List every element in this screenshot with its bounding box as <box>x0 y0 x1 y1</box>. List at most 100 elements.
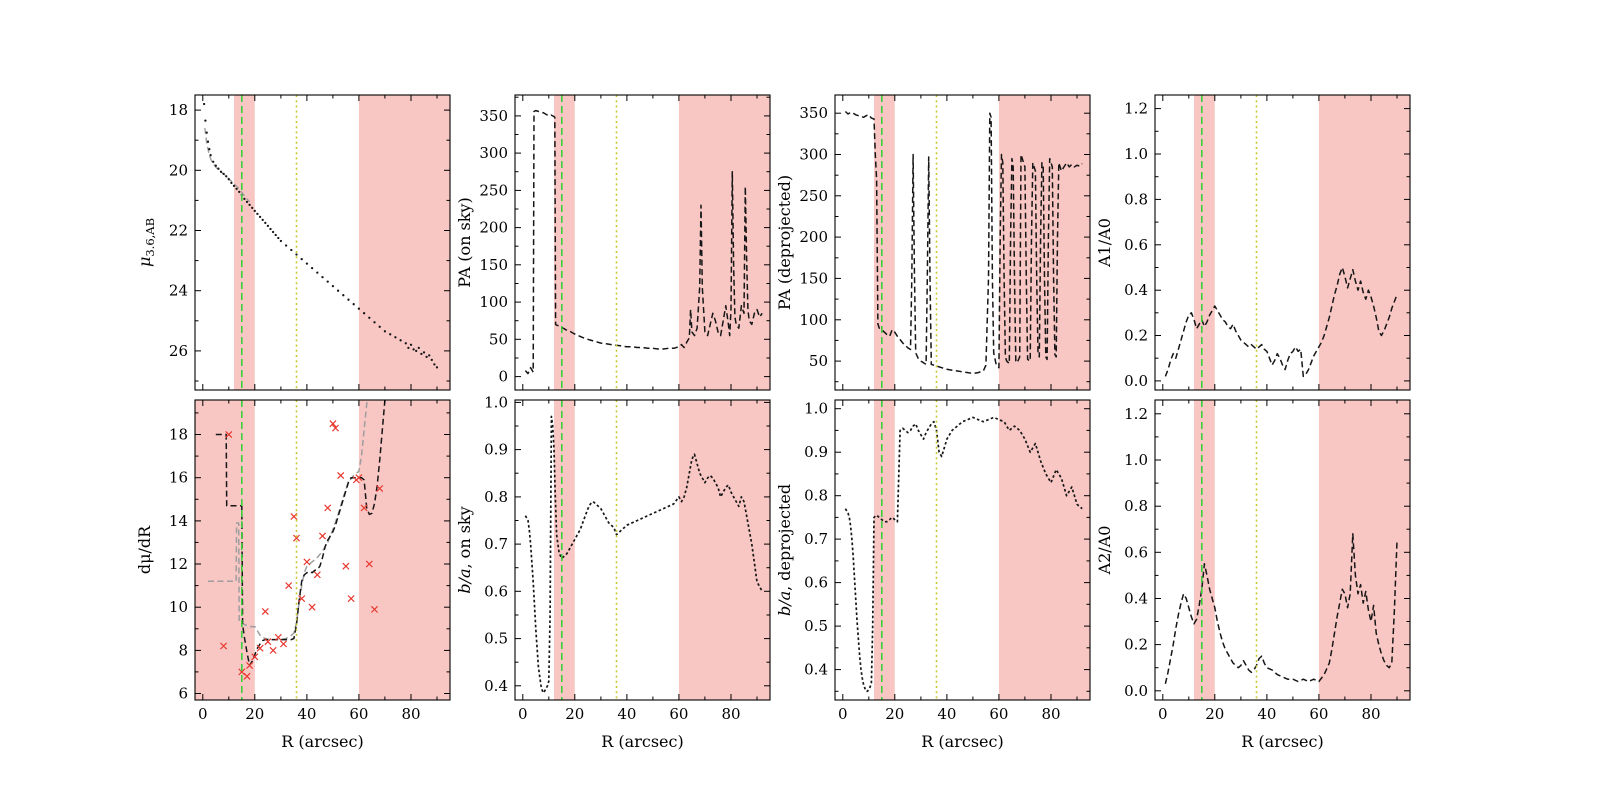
svg-text:20: 20 <box>885 705 904 723</box>
tick-marks <box>515 95 770 390</box>
y-axis-label: b/a, deprojected <box>775 484 794 616</box>
series-pa-on-sky <box>524 109 763 375</box>
svg-text:20: 20 <box>245 705 264 723</box>
svg-text:22: 22 <box>169 222 188 240</box>
svg-text:1.0: 1.0 <box>484 393 508 411</box>
excluded-region-band <box>1318 95 1410 390</box>
svg-text:18: 18 <box>169 426 188 444</box>
panel-a2-a0: 0 20 40 60 80 0.0 0.2 0.4 0.6 0.8 1.0 1.2 A2/A0 R (ar… <box>1095 399 1411 751</box>
svg-text:40: 40 <box>617 705 636 723</box>
svg-text:60: 60 <box>989 705 1008 723</box>
svg-text:0.5: 0.5 <box>804 617 828 635</box>
excluded-region-band <box>874 95 895 390</box>
svg-text:200: 200 <box>479 219 508 237</box>
excluded-region-band <box>358 95 450 390</box>
svg-text:0: 0 <box>838 705 848 723</box>
tick-marks <box>1155 95 1410 390</box>
svg-text:0.0: 0.0 <box>1124 682 1148 700</box>
y-axis-label: μ3.6,AB <box>135 218 157 267</box>
svg-text:350: 350 <box>479 107 508 125</box>
svg-text:0: 0 <box>198 705 208 723</box>
x-axis-label: R (arcsec) <box>1241 732 1323 751</box>
svg-text:60: 60 <box>1309 705 1328 723</box>
svg-text:0.6: 0.6 <box>484 582 508 600</box>
excluded-region-band <box>874 400 895 700</box>
svg-text:1.0: 1.0 <box>1124 451 1148 469</box>
x-axis-label: R (arcsec) <box>281 732 363 751</box>
panel-surface-brightness: 18 20 22 24 26 μ3.6,AB <box>135 94 451 391</box>
series-slope-samples-red-x <box>220 420 384 680</box>
svg-text:0.8: 0.8 <box>484 488 508 506</box>
excluded-region-band <box>998 95 1090 390</box>
svg-text:10: 10 <box>169 598 188 616</box>
svg-text:50: 50 <box>809 352 828 370</box>
svg-text:0.4: 0.4 <box>1124 281 1148 299</box>
svg-text:0: 0 <box>498 368 508 386</box>
svg-text:40: 40 <box>1257 705 1276 723</box>
tick-marks <box>835 400 1090 700</box>
series-pa-deprojected <box>844 110 1083 375</box>
y-axis-label: A1/A0 <box>1095 218 1114 268</box>
excluded-region-band <box>554 95 575 390</box>
svg-text:14: 14 <box>169 512 188 530</box>
svg-text:80: 80 <box>401 705 420 723</box>
axes-frame <box>834 94 1091 391</box>
svg-text:0.4: 0.4 <box>484 677 508 695</box>
tick-marks <box>515 400 770 700</box>
axes-frame <box>834 399 1091 701</box>
tick-marks <box>1155 400 1410 700</box>
series-a2-a0 <box>1164 533 1398 684</box>
svg-text:80: 80 <box>1361 705 1380 723</box>
tick-labels: 18 20 22 24 26 <box>169 101 188 360</box>
excluded-region-band <box>1194 400 1215 700</box>
series-ba-on-sky <box>524 415 763 694</box>
svg-text:150: 150 <box>479 256 508 274</box>
axes-frame <box>514 94 771 391</box>
y-axis-label: A2/A0 <box>1095 526 1114 576</box>
panel-pa-on-sky: 0 50 100 150 200 250 300 350 PA (on sky) <box>455 94 771 391</box>
svg-text:0: 0 <box>1158 705 1168 723</box>
excluded-region-band <box>678 95 770 390</box>
svg-text:150: 150 <box>799 269 828 287</box>
svg-text:0.9: 0.9 <box>804 443 828 461</box>
x-axis-label: R (arcsec) <box>601 732 683 751</box>
svg-text:0.2: 0.2 <box>1124 636 1148 654</box>
svg-text:0.7: 0.7 <box>804 530 828 548</box>
svg-text:100: 100 <box>799 311 828 329</box>
panel-ba-on-sky: 0 20 40 60 80 0.4 0.5 0.6 0.7 0.8 0.9 1.0 b/a, on sk… <box>455 393 771 751</box>
axes-frame <box>1154 94 1411 391</box>
series-mu-profile-points <box>202 102 439 369</box>
tick-labels: 0.0 0.2 0.4 0.6 0.8 1.0 1.2 <box>1124 100 1148 390</box>
svg-text:0.8: 0.8 <box>1124 497 1148 515</box>
y-axis-label: dμ/dR <box>135 525 154 574</box>
svg-text:20: 20 <box>1205 705 1224 723</box>
excluded-region-band <box>1194 95 1215 390</box>
svg-text:0.6: 0.6 <box>1124 236 1148 254</box>
svg-text:8: 8 <box>178 641 188 659</box>
svg-text:80: 80 <box>721 705 740 723</box>
svg-text:0.6: 0.6 <box>804 574 828 592</box>
svg-text:18: 18 <box>169 101 188 119</box>
svg-text:20: 20 <box>169 161 188 179</box>
axes-frame <box>1154 399 1411 701</box>
svg-text:200: 200 <box>799 228 828 246</box>
svg-text:12: 12 <box>169 555 188 573</box>
svg-text:80: 80 <box>1041 705 1060 723</box>
tick-marks <box>835 95 1090 390</box>
excluded-region-band <box>678 400 770 700</box>
axes-frame <box>194 399 451 701</box>
svg-text:250: 250 <box>799 187 828 205</box>
svg-text:1.0: 1.0 <box>1124 145 1148 163</box>
excluded-region-band <box>998 400 1090 700</box>
excluded-region-band <box>554 400 575 700</box>
tick-labels: 0 50 100 150 200 250 300 350 <box>479 107 508 386</box>
svg-text:16: 16 <box>169 469 188 487</box>
svg-text:40: 40 <box>297 705 316 723</box>
excluded-region-band <box>358 400 450 700</box>
svg-text:0.5: 0.5 <box>484 630 508 648</box>
svg-text:26: 26 <box>169 342 188 360</box>
svg-text:1.2: 1.2 <box>1124 100 1148 118</box>
tick-labels: 0 20 40 60 80 0.0 0.2 0.4 0.6 0.8 1.0 1.2 <box>1124 405 1380 723</box>
tick-labels: 50 100 150 200 250 300 350 <box>799 104 828 370</box>
